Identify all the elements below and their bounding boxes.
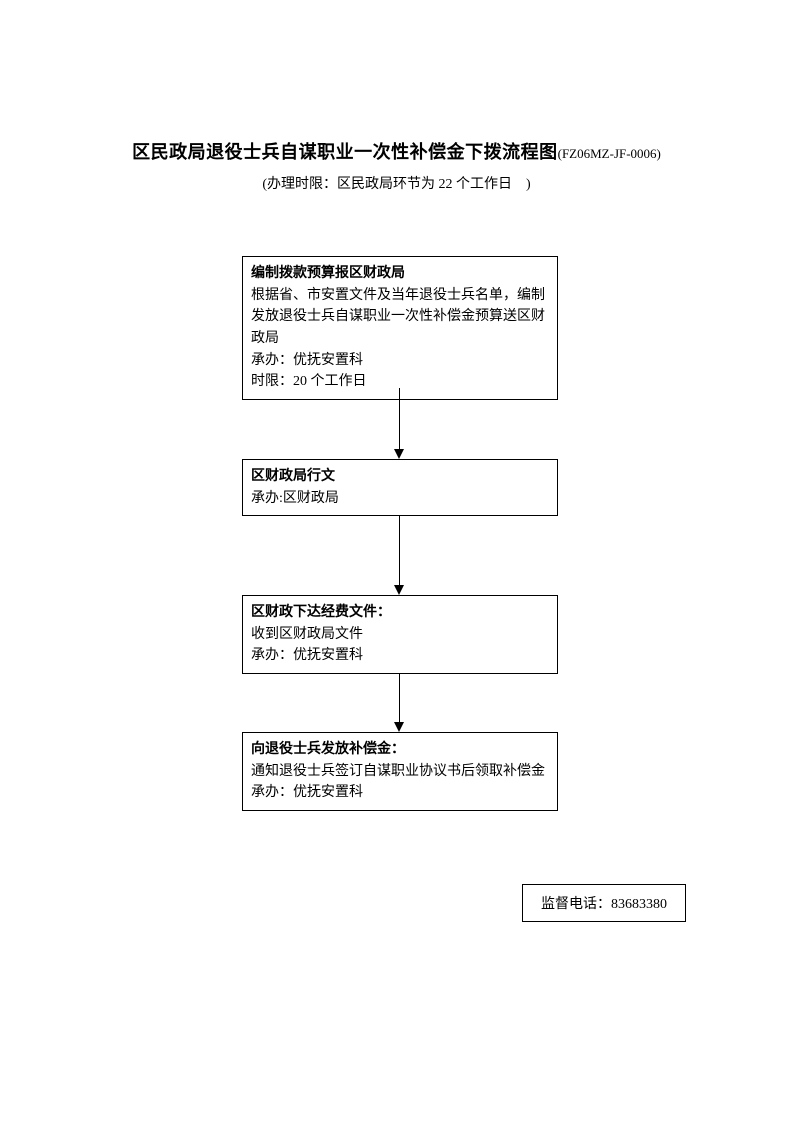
flow-node-n4: 向退役士兵发放补偿金：通知退役士兵签订自谋职业协议书后领取补偿金承办：优抚安置科 xyxy=(242,732,558,811)
supervise-box: 监督电话：83683380 xyxy=(522,884,686,922)
page-title-main: 区民政局退役士兵自谋职业一次性补偿金下拨流程图 xyxy=(132,142,558,162)
flow-node-line: 承办:区财政局 xyxy=(251,488,549,510)
flow-node-n1: 编制拨款预算报区财政局根据省、市安置文件及当年退役士兵名单，编制发放退役士兵自谋… xyxy=(242,256,558,400)
arrow-down-icon xyxy=(394,585,404,595)
page-title-code: (FZ06MZ-JF-0006) xyxy=(558,146,661,161)
flow-node-line: 收到区财政局文件 xyxy=(251,624,549,646)
flow-node-title: 向退役士兵发放补偿金： xyxy=(251,739,549,761)
flow-node-title: 区财政局行文 xyxy=(251,466,549,488)
flow-node-n2: 区财政局行文承办:区财政局 xyxy=(242,459,558,516)
arrow-down-icon xyxy=(394,449,404,459)
flow-node-n3: 区财政下达经费文件：收到区财政局文件承办：优抚安置科 xyxy=(242,595,558,674)
page-subtitle: (办理时限：区民政局环节为 22 个工作日 ) xyxy=(0,173,793,193)
supervise-label: 监督电话：83683380 xyxy=(541,897,667,912)
flow-node-line: 时限：20 个工作日 xyxy=(251,371,549,393)
flow-node-line: 承办：优抚安置科 xyxy=(251,645,549,667)
page-title-row: 区民政局退役士兵自谋职业一次性补偿金下拨流程图(FZ06MZ-JF-0006) xyxy=(0,138,793,164)
flow-node-line: 通知退役士兵签订自谋职业协议书后领取补偿金 xyxy=(251,761,549,783)
flow-node-title: 区财政下达经费文件： xyxy=(251,602,549,624)
flow-node-line: 根据省、市安置文件及当年退役士兵名单，编制发放退役士兵自谋职业一次性补偿金预算送… xyxy=(251,285,549,350)
flow-node-line: 承办：优抚安置科 xyxy=(251,350,549,372)
flow-node-title: 编制拨款预算报区财政局 xyxy=(251,263,549,285)
flow-node-line: 承办：优抚安置科 xyxy=(251,782,549,804)
arrow-down-icon xyxy=(394,722,404,732)
